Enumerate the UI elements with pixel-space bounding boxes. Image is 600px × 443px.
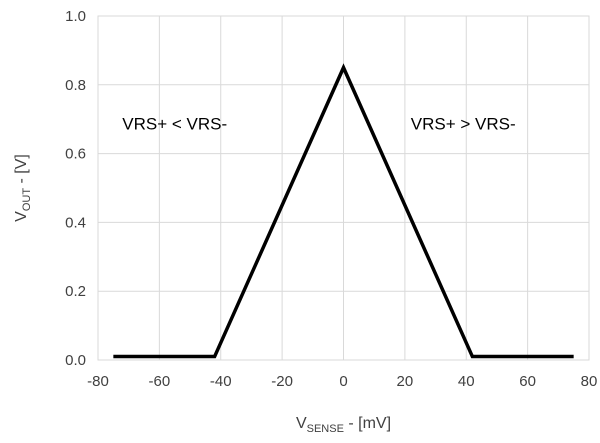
x-axis-title: VSENSE - [mV] bbox=[296, 415, 391, 435]
plot-border bbox=[97, 15, 590, 361]
series-group bbox=[113, 63, 574, 359]
x-tick-label: -40 bbox=[210, 373, 232, 390]
x-tick-label: -60 bbox=[149, 373, 171, 390]
x-tick-label: 0 bbox=[339, 373, 347, 390]
y-axis-title: VOUT - [V] bbox=[13, 154, 33, 222]
x-axis-title-rest: - [mV] bbox=[344, 415, 391, 432]
y-tick-label: 1.0 bbox=[65, 8, 86, 25]
y-tick-label: 0.8 bbox=[65, 77, 86, 94]
plot-area bbox=[97, 15, 590, 361]
y-tick-label: 0.4 bbox=[65, 214, 86, 231]
x-axis-title-main: V bbox=[296, 415, 307, 432]
y-tick-label: 0.6 bbox=[65, 146, 86, 163]
x-axis-tick-labels: -80 -60 -40 -20 0 20 40 60 80 bbox=[87, 373, 597, 390]
y-tick-label: 0.2 bbox=[65, 283, 86, 300]
x-tick-label: -80 bbox=[87, 373, 109, 390]
annotation-label: VRS+ > VRS- bbox=[411, 115, 516, 134]
x-tick-label: 80 bbox=[581, 373, 598, 390]
series-line bbox=[113, 63, 574, 359]
x-tick-label: 60 bbox=[519, 373, 536, 390]
y-axis-tick-labels: 0.0 0.2 0.4 0.6 0.8 1.0 bbox=[65, 8, 86, 369]
y-axis-title-rest: - [V] bbox=[13, 154, 30, 188]
x-tick-label: 20 bbox=[397, 373, 414, 390]
annotation-label: VRS+ < VRS- bbox=[122, 115, 227, 134]
x-tick-label: -20 bbox=[271, 373, 293, 390]
x-tick-label: 40 bbox=[458, 373, 475, 390]
x-axis-title-subscript: SENSE bbox=[307, 423, 344, 435]
y-axis-title-subscript: OUT bbox=[21, 188, 33, 212]
y-tick-label: 0.0 bbox=[65, 352, 86, 369]
annotations: VRS+ < VRS- VRS+ > VRS- bbox=[122, 115, 515, 134]
y-axis-title-main: V bbox=[13, 211, 30, 222]
